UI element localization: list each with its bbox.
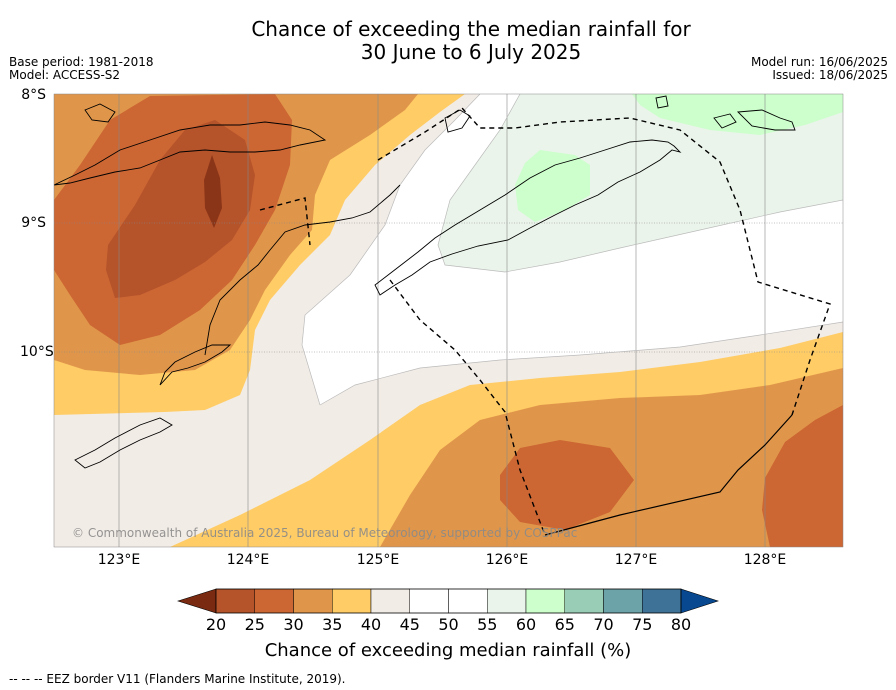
fill-60-65-patch bbox=[515, 150, 590, 222]
colorbar-cell-35-40 bbox=[332, 588, 372, 614]
colorbar-cell-45-50 bbox=[409, 588, 449, 614]
colorbar-tick-50: 50 bbox=[438, 615, 459, 634]
colorbar-cell-55-60 bbox=[487, 588, 527, 614]
lat-label-9s: 9°S bbox=[21, 215, 46, 231]
colorbar-tick-70: 70 bbox=[593, 615, 614, 634]
lat-label-10s: 10°S bbox=[20, 344, 54, 360]
colorbar-cell-70-75 bbox=[603, 588, 643, 614]
colorbar-tick-20: 20 bbox=[205, 615, 227, 634]
lat-label-8s: 8°S bbox=[21, 87, 46, 103]
colorbar-tick-80: 80 bbox=[670, 615, 692, 634]
west-timor-coastline bbox=[159, 344, 232, 386]
title-line-1: Chance of exceeding the median rainfall … bbox=[251, 17, 691, 41]
colorbar-cell-25-30 bbox=[254, 588, 294, 614]
colorbar-cell-65-70 bbox=[564, 588, 604, 614]
colorbar-high-arrow bbox=[680, 588, 719, 614]
colorbar-tick-25: 25 bbox=[244, 615, 265, 634]
eez-border bbox=[259, 107, 831, 536]
eez-footnote: -- -- -- EEZ border V11 (Flanders Marine… bbox=[9, 672, 346, 686]
copyright-notice: © Commonwealth of Australia 2025, Bureau… bbox=[72, 526, 578, 540]
colorbar-tick-55: 55 bbox=[477, 615, 498, 634]
lon-label-123e: 123°E bbox=[97, 552, 141, 568]
colorbar-tick-40: 40 bbox=[360, 615, 382, 634]
gridlines bbox=[54, 94, 843, 547]
contour-lines bbox=[301, 94, 843, 406]
colorbar-cell-40-45 bbox=[370, 588, 410, 614]
model-run-text: Model run: 16/06/2025 bbox=[750, 55, 888, 69]
model-info-left: Base period: 1981-2018 Model: ACCESS-S2 bbox=[9, 56, 154, 82]
lon-label-128e: 128°E bbox=[743, 552, 787, 568]
colorbar-tick-60: 60 bbox=[515, 615, 537, 634]
fill-below-20 bbox=[204, 155, 222, 228]
rote-coastline bbox=[74, 417, 173, 469]
fill-25-30-south-east bbox=[762, 405, 843, 547]
timor-southwest-coastline bbox=[204, 184, 401, 356]
colorbar-title: Chance of exceeding median rainfall (%) bbox=[264, 640, 632, 661]
colorbar-tick-75: 75 bbox=[632, 615, 653, 634]
fill-60-65-northeast bbox=[632, 94, 843, 135]
map-frame bbox=[53, 93, 844, 548]
island-coastline-4 bbox=[713, 109, 796, 131]
colorbar-cell-75-80 bbox=[642, 588, 682, 614]
lon-label-126e: 126°E bbox=[485, 552, 529, 568]
title-line-2: 30 June to 6 July 2025 bbox=[360, 40, 582, 64]
model-text: Model: ACCESS-S2 bbox=[9, 68, 121, 82]
colorbar-tick-45: 45 bbox=[399, 615, 420, 634]
issued-text: Issued: 18/06/2025 bbox=[772, 68, 888, 82]
colorbar-cells bbox=[215, 588, 682, 614]
island-coastline-3 bbox=[655, 95, 669, 109]
colorbar-cell-60-65 bbox=[525, 588, 565, 614]
colorbar-cell-50-55 bbox=[448, 588, 488, 614]
map-title: Chance of exceeding the median rainfall … bbox=[0, 18, 896, 64]
colorbar bbox=[177, 588, 719, 614]
fill-20-25-northwest bbox=[106, 120, 255, 298]
colorbar-low-arrow bbox=[177, 588, 217, 614]
flores-coastline bbox=[54, 121, 327, 186]
map-panel bbox=[54, 94, 843, 547]
colorbar-tick-65: 65 bbox=[554, 615, 575, 634]
model-info-right: Model run: 16/06/2025 Issued: 18/06/2025 bbox=[751, 56, 888, 82]
eez-solid-segment bbox=[544, 414, 793, 536]
colorbar-cell-20-25 bbox=[215, 588, 255, 614]
lon-label-127e: 127°E bbox=[614, 552, 658, 568]
base-period-text: Base period: 1981-2018 bbox=[9, 55, 154, 69]
colorbar-tick-30: 30 bbox=[283, 615, 304, 634]
island-coastline-1 bbox=[84, 103, 116, 123]
fill-55-60-east bbox=[438, 94, 843, 272]
lon-label-125e: 125°E bbox=[356, 552, 400, 568]
timor-coastline bbox=[374, 139, 682, 296]
colorbar-cell-30-35 bbox=[293, 588, 333, 614]
colorbar-tick-35: 35 bbox=[322, 615, 343, 634]
fill-25-30-south-center bbox=[500, 440, 634, 530]
lon-label-124e: 124°E bbox=[226, 552, 270, 568]
